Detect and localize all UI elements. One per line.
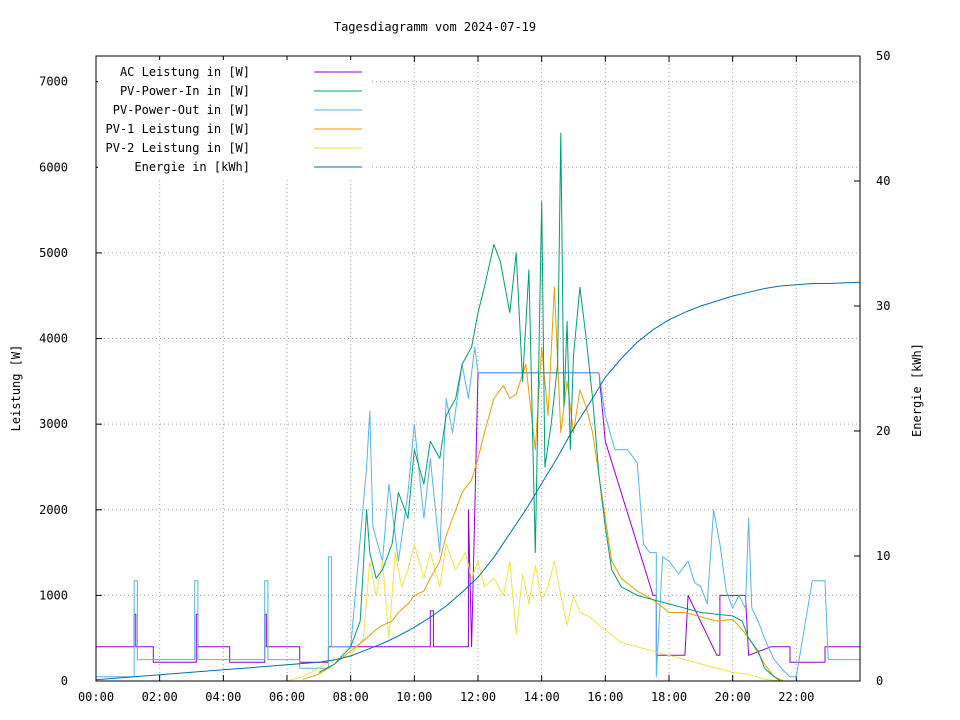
legend-label-pv2: PV-2 Leistung in [W] <box>106 141 251 155</box>
y2-tick-label: 30 <box>876 299 890 313</box>
y2-tick-label: 20 <box>876 424 890 438</box>
legend: AC Leistung in [W] PV-Power-In in [W] PV-P… <box>98 60 370 178</box>
x-tick-label: 12:00 <box>460 690 496 704</box>
x-tick-label: 02:00 <box>142 690 178 704</box>
y-tick-label: 1000 <box>39 588 68 602</box>
y-tick-label: 6000 <box>39 160 68 174</box>
x-tick-label: 18:00 <box>651 690 687 704</box>
y2-tick-label: 50 <box>876 49 890 63</box>
x-tick-label: 08:00 <box>333 690 369 704</box>
y2-axis-label: Energie [kWh] <box>910 343 924 437</box>
legend-label-pv_in: PV-Power-In in [W] <box>120 84 250 98</box>
series-line-pv2 <box>286 543 781 682</box>
y-tick-label: 5000 <box>39 246 68 260</box>
series-line-energy <box>95 281 861 681</box>
y-tick-label: 3000 <box>39 417 68 431</box>
y-axis-label: Leistung [W] <box>9 345 23 432</box>
series-lines <box>95 132 861 682</box>
legend-label-pv1: PV-1 Leistung in [W] <box>106 122 251 136</box>
plot-frame <box>95 55 861 682</box>
chart-title: Tagesdiagramm vom 2024-07-19 <box>334 20 536 34</box>
x-tick-label: 04:00 <box>205 690 241 704</box>
legend-label-energy: Energie in [kWh] <box>134 160 250 174</box>
y2-tick-label: 10 <box>876 549 890 563</box>
y-tick-label: 2000 <box>39 503 68 517</box>
y2-tick-label: 40 <box>876 174 890 188</box>
x-tick-label: 16:00 <box>587 690 623 704</box>
x-tick-label: 10:00 <box>396 690 432 704</box>
legend-label-ac: AC Leistung in [W] <box>120 65 250 79</box>
y-tick-label: 7000 <box>39 75 68 89</box>
y-tick-label: 0 <box>61 674 68 688</box>
x-tick-label: 22:00 <box>778 690 814 704</box>
axes: 00:00 02:00 04:00 06:00 08:00 10:00 12:00 14:00… <box>39 49 890 704</box>
series-line-pv_out <box>96 346 860 678</box>
x-tick-label: 20:00 <box>715 690 751 704</box>
legend-label-pv_out: PV-Power-Out in [W] <box>113 103 250 117</box>
y2-tick-label: 0 <box>876 674 883 688</box>
x-tick-label: 14:00 <box>524 690 560 704</box>
legend-background <box>98 60 370 178</box>
series-line-pv1 <box>302 286 784 682</box>
y-tick-label: 4000 <box>39 332 68 346</box>
x-tick-label: 00:00 <box>78 690 114 704</box>
x-tick-label: 06:00 <box>269 690 305 704</box>
series-line-pv_in <box>318 132 781 682</box>
